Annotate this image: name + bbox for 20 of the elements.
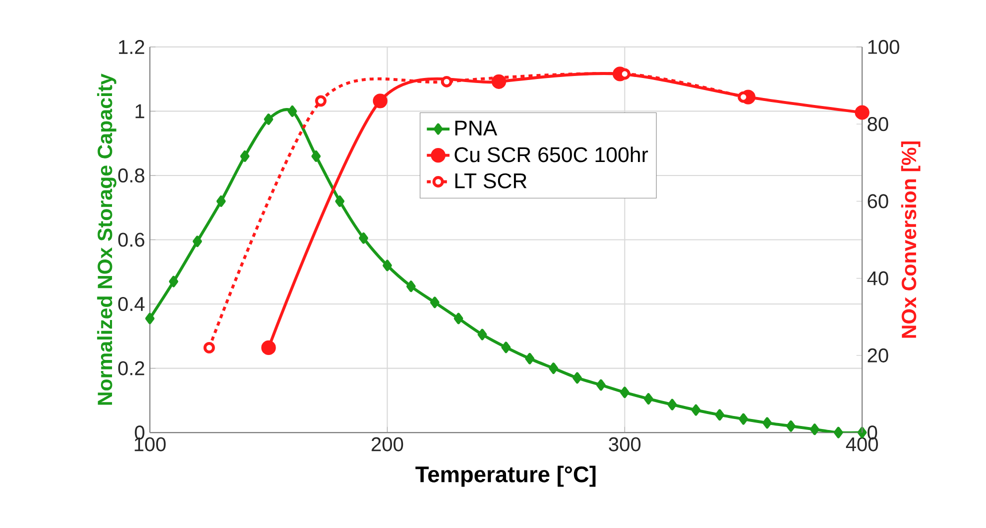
x-tick-label: 200: [372, 437, 404, 452]
y-tick-label: 0.8: [118, 168, 144, 182]
x-tick-label: 300: [608, 437, 641, 452]
y2-tick-label: 80: [868, 116, 888, 131]
y-tick-label: 1: [136, 104, 144, 118]
y2-tick-label: 100: [868, 40, 900, 54]
legend-label: PNA: [455, 120, 498, 136]
y2-axis-title: NOx Conversion [%]: [901, 141, 920, 338]
y-tick-label: 0.4: [118, 296, 145, 311]
y-tick-label: 0.2: [118, 361, 144, 376]
legend-label: LT SCR: [455, 173, 527, 188]
y-tick-label: 1.2: [119, 40, 144, 54]
y-axis-title: Normalized NOx Storage Capacity: [97, 73, 116, 404]
x-axis-title: Temperature [°C]: [415, 466, 596, 487]
y-tick-label: 0.6: [118, 232, 144, 247]
y2-tick-label: 60: [868, 194, 888, 208]
legend-label: Cu SCR 650C 100hr: [454, 146, 648, 162]
y2-tick-label: 40: [867, 271, 888, 286]
y2-tick-label: 20: [868, 348, 888, 362]
x-tick-label: 100: [134, 437, 166, 452]
